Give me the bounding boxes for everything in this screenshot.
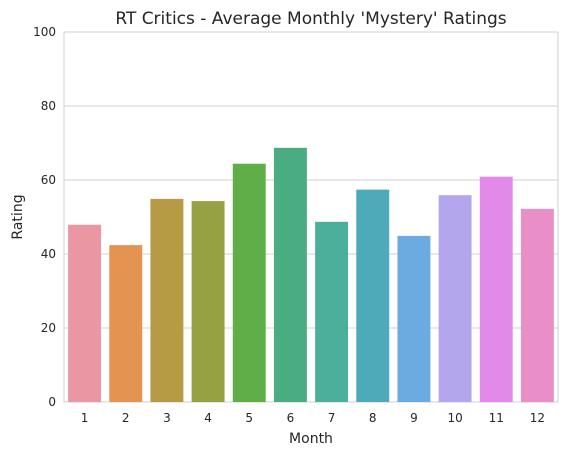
- chart-title: RT Critics - Average Monthly 'Mystery' R…: [115, 9, 506, 29]
- bar-month-2: [109, 245, 143, 402]
- y-tick-label: 100: [33, 25, 56, 39]
- x-axis-ticks: 1 2 3 4 5 6 7 8 9 10 11 12: [81, 411, 545, 425]
- x-tick-label: 7: [328, 411, 336, 425]
- bar-month-9: [397, 235, 431, 402]
- x-tick-label: 4: [204, 411, 212, 425]
- y-tick-label: 20: [41, 321, 56, 335]
- y-axis-label: Rating: [10, 194, 26, 239]
- x-tick-label: 8: [369, 411, 377, 425]
- bar-month-3: [150, 198, 184, 402]
- bar-month-1: [68, 224, 102, 402]
- y-tick-label: 60: [41, 173, 56, 187]
- bar-month-11: [479, 176, 513, 402]
- bar-month-5: [232, 163, 266, 402]
- x-axis-label: Month: [289, 431, 333, 447]
- x-tick-label: 11: [489, 411, 504, 425]
- bar-month-6: [273, 147, 307, 402]
- bar-month-4: [191, 201, 225, 402]
- bar-month-7: [315, 221, 349, 402]
- gridlines: [64, 105, 558, 329]
- x-tick-label: 9: [410, 411, 418, 425]
- y-tick-label: 0: [48, 395, 56, 409]
- x-tick-label: 3: [163, 411, 171, 425]
- x-tick-label: 10: [447, 411, 462, 425]
- bar-month-8: [356, 189, 390, 402]
- plot-area: [63, 31, 559, 403]
- x-tick-label: 1: [81, 411, 89, 425]
- bar-month-12: [520, 208, 554, 402]
- x-tick-label: 6: [287, 411, 295, 425]
- x-tick-label: 12: [530, 411, 545, 425]
- y-tick-label: 40: [41, 247, 56, 261]
- x-tick-label: 2: [122, 411, 130, 425]
- y-tick-label: 80: [41, 99, 56, 113]
- bars: [68, 147, 554, 402]
- bar-month-10: [438, 195, 472, 402]
- x-tick-label: 5: [245, 411, 253, 425]
- y-axis-ticks: 0 20 40 60 80 100: [33, 25, 56, 409]
